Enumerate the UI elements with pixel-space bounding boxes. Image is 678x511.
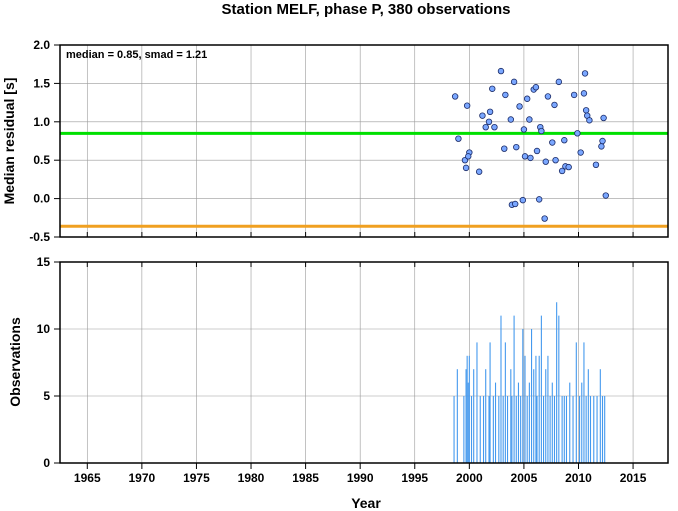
bottom-y-tick-label: 15: [37, 255, 51, 269]
top-y-ticks: 2.0 1.5 1.0 0.5 0.0 -0.5: [29, 38, 60, 244]
bottom-y-axis-label: Observations: [7, 317, 23, 407]
residual-point: [544, 93, 552, 100]
residual-point: [511, 200, 519, 208]
bottom-y-tick-label: 0: [43, 456, 50, 470]
residual-point: [600, 114, 607, 122]
top-plot-frame: [59, 44, 669, 238]
top-y-tick-label: 1.5: [33, 76, 50, 90]
residual-point: [463, 102, 471, 109]
residual-point: [475, 168, 483, 175]
residual-point: [486, 108, 494, 116]
residual-point: [586, 117, 593, 124]
residual-point: [542, 158, 549, 165]
x-tick-label: 2000: [456, 471, 483, 485]
residual-point: [541, 215, 548, 222]
residual-point: [561, 137, 568, 144]
residual-point: [538, 127, 545, 135]
chart-title: Station MELF, phase P, 380 observations: [222, 1, 511, 18]
top-y-tick-label: -0.5: [29, 230, 50, 244]
top-gridlines: [60, 44, 668, 238]
x-tick-label: 2005: [511, 471, 538, 485]
x-tick-label: 1980: [238, 471, 265, 485]
residual-point: [482, 123, 489, 131]
top-y-tick-label: 0.5: [33, 153, 50, 167]
residual-point: [502, 91, 509, 99]
residual-point: [602, 192, 609, 199]
bottom-y-ticks: 15 10 5 0: [37, 255, 60, 470]
residual-point: [598, 143, 605, 150]
residual-point: [451, 93, 459, 100]
residual-point: [520, 126, 528, 133]
residual-point: [527, 154, 534, 162]
bottom-y-tick-label: 10: [37, 322, 51, 336]
residual-point: [489, 85, 496, 92]
residual-point: [549, 139, 556, 146]
top-y-tick-label: 2.0: [33, 38, 50, 52]
residual-point: [555, 78, 563, 86]
stats-annotation: median = 0.85, smad = 1.21: [66, 49, 207, 61]
residual-point: [582, 107, 590, 114]
residual-point: [485, 118, 493, 125]
residual-point: [535, 196, 543, 203]
residual-point: [516, 103, 523, 110]
residual-points: [451, 67, 609, 222]
residual-point: [526, 116, 533, 123]
residual-point: [533, 147, 541, 155]
residual-point: [599, 137, 606, 145]
residual-point: [497, 67, 505, 75]
residual-point: [501, 145, 508, 152]
residual-point: [580, 90, 588, 97]
x-axis-label: Year: [351, 495, 381, 511]
reference-lines: [60, 131, 668, 228]
residual-point: [592, 161, 600, 169]
top-y-tick-label: 0.0: [33, 192, 50, 206]
residual-point: [519, 196, 527, 204]
x-ticks: 1965 1970 1975 1980 1985 1990 1995 2000 2005 2010…: [74, 232, 647, 485]
x-tick-label: 1970: [129, 471, 156, 485]
x-tick-label: 1985: [292, 471, 319, 485]
top-y-axis-label: Median residual [s]: [1, 78, 17, 205]
residual-point: [465, 153, 472, 160]
residual-point: [523, 95, 531, 102]
bottom-y-tick-label: 5: [43, 389, 50, 403]
x-tick-label: 1990: [347, 471, 374, 485]
residual-point: [513, 143, 520, 151]
x-tick-label: 1975: [183, 471, 210, 485]
residual-point: [552, 156, 559, 164]
residual-point: [491, 123, 498, 131]
x-tick-label: 2010: [565, 471, 592, 485]
bottom-plot-frame: [59, 261, 669, 464]
residual-point: [462, 164, 470, 172]
top-y-tick-label: 1.0: [33, 115, 50, 129]
residual-point: [577, 149, 584, 156]
residual-point: [551, 101, 558, 109]
x-tick-label: 1995: [401, 471, 428, 485]
residual-point: [574, 130, 581, 137]
residual-point: [455, 135, 462, 142]
residual-point: [565, 163, 572, 171]
residual-point: [581, 70, 589, 77]
residual-point: [570, 91, 578, 99]
residual-point: [532, 84, 540, 91]
residual-point: [558, 167, 566, 175]
x-tick-label: 2015: [620, 471, 647, 485]
residual-point: [479, 112, 486, 119]
x-tick-label: 1965: [74, 471, 101, 485]
observation-bars: [453, 302, 606, 463]
residual-point: [521, 153, 529, 160]
residual-point: [507, 116, 515, 123]
residual-point: [510, 78, 518, 86]
